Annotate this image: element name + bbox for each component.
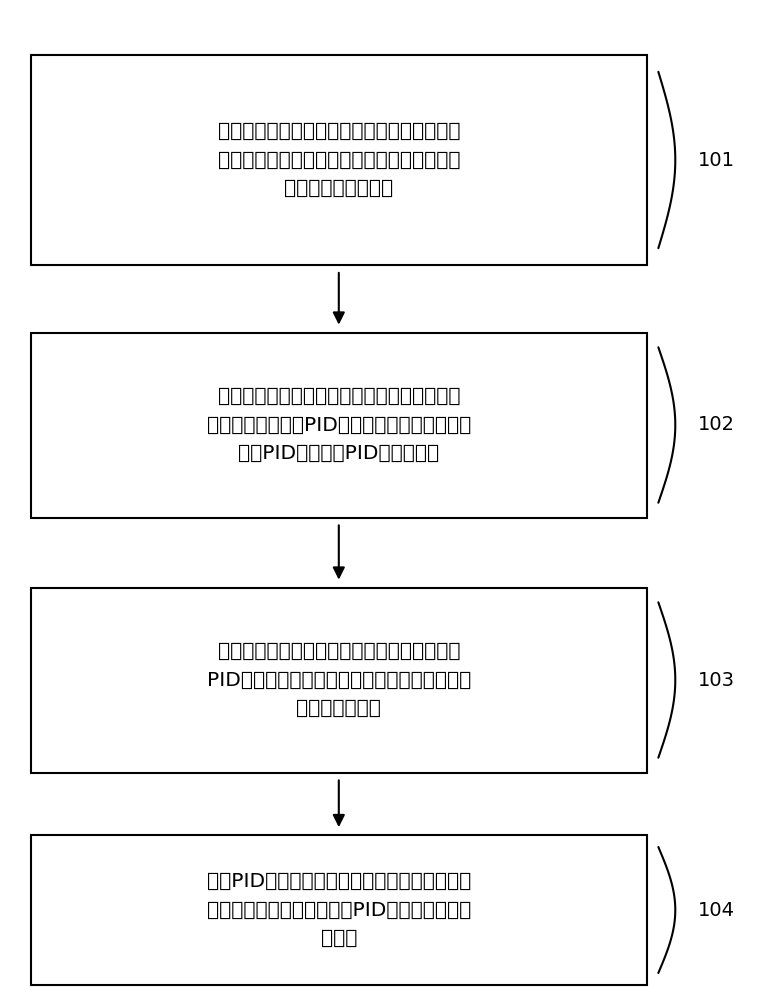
- FancyBboxPatch shape: [31, 835, 647, 985]
- FancyBboxPatch shape: [31, 55, 647, 265]
- FancyBboxPatch shape: [31, 332, 647, 518]
- Text: 计算所述电极电流动态模型的临界参数，根据
所述临界参数整定PID控制器的控制参数，得到
所述PID控制器的PID反馈控制律: 计算所述电极电流动态模型的临界参数，根据 所述临界参数整定PID控制器的控制参数…: [206, 387, 471, 463]
- Text: 101: 101: [698, 150, 735, 169]
- Text: 叠加PID反馈控制律和预测补偿信号作为电极电
流动态模型的输入，对所述PID控制器的输出进
行控制: 叠加PID反馈控制律和预测补偿信号作为电极电 流动态模型的输入，对所述PID控制…: [206, 872, 471, 948]
- Text: 响应于电极电流调控需求，采用离散线性模型
描述目标过程的电极电流，得到目标过程对应
的电极电流动态模型: 响应于电极电流调控需求，采用离散线性模型 描述目标过程的电极电流，得到目标过程对…: [218, 122, 460, 198]
- Text: 104: 104: [698, 900, 735, 920]
- FancyBboxPatch shape: [31, 587, 647, 772]
- Text: 添加原始补偿信号，基于电极电流动态模型和
PID反馈控制律，对原始补偿信号进行计算，输
出预测补偿信号: 添加原始补偿信号，基于电极电流动态模型和 PID反馈控制律，对原始补偿信号进行计…: [206, 642, 471, 718]
- Text: 103: 103: [698, 670, 735, 690]
- Text: 102: 102: [698, 416, 735, 434]
